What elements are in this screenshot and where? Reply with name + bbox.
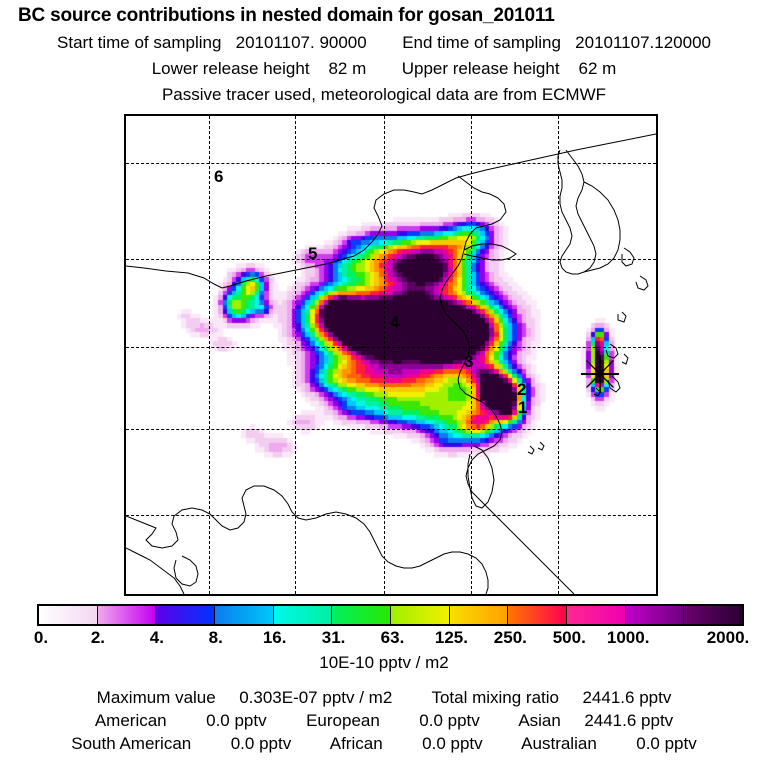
colorbar-band-10: [625, 606, 685, 624]
colorbar-band-5: [332, 606, 392, 624]
upper-release-label: Upper release height: [401, 59, 560, 78]
map-label-2: 2: [517, 380, 527, 399]
colorbar-tick-6: 63.: [380, 628, 405, 647]
gridlines-layer: [126, 116, 656, 594]
colorbar-tick-1: 2.: [90, 628, 105, 647]
colorbar-tick-3: 8.: [208, 628, 223, 647]
lower-release-label: Lower release height: [151, 59, 310, 78]
region-label-south-american: South American: [71, 734, 192, 753]
colorbar-tick-5: 31.: [321, 628, 346, 647]
region-label-african: African: [329, 734, 383, 753]
region-label-australian: Australian: [521, 734, 597, 753]
total-mixing-ratio-value: 2441.6 pptv: [582, 688, 672, 707]
map-label-3: 3: [464, 352, 474, 371]
colorbar-band-1: [97, 606, 157, 624]
gridline-vertical-4: [558, 116, 559, 594]
region-row-2: South American 0.0 pptv African 0.0 pptv…: [0, 734, 768, 754]
gridline-horizontal-2: [126, 347, 656, 348]
total-mixing-ratio-label: Total mixing ratio: [431, 688, 559, 707]
colorbar-band-7: [449, 606, 509, 624]
region-value-african: 0.0 pptv: [422, 734, 483, 753]
end-time-label: End time of sampling: [402, 33, 561, 52]
colorbar-band-6: [391, 606, 450, 624]
gridline-vertical-1: [295, 116, 296, 594]
map-label-1: 1: [518, 398, 528, 417]
sampling-time-row: Start time of sampling 20101107. 90000 E…: [0, 33, 768, 53]
footer-summary-row: Maximum value 0.303E-07 pptv / m2 Total …: [0, 688, 768, 708]
region-value-south-american: 0.0 pptv: [230, 734, 292, 753]
colorbar-band-11: [684, 606, 743, 624]
region-value-australian: 0.0 pptv: [636, 734, 697, 753]
colorbar-band-9: [567, 606, 626, 624]
colorbar-tick-11: 2000.: [706, 628, 750, 647]
end-time-value: 20101107.120000: [575, 33, 711, 52]
colorbar-band-0: [39, 606, 98, 624]
colorbar-band-2: [156, 606, 216, 624]
lower-release-value: 82 m: [328, 59, 367, 78]
colorbar-unit-label: 10E-10 pptv / m2: [319, 653, 449, 672]
gridline-horizontal-1: [126, 259, 656, 260]
map-label-5: 5: [308, 244, 318, 263]
colorbar-tick-7: 125.: [434, 628, 468, 647]
region-value-asian: 2441.6 pptv: [584, 711, 674, 730]
page-title: BC source contributions in nested domain…: [18, 5, 555, 26]
colorbar-tick-8: 250.: [493, 628, 527, 647]
plume-concentration-layer: [126, 116, 656, 594]
region-value-european: 0.0 pptv: [419, 711, 480, 730]
start-time-value: 20101107. 90000: [235, 33, 367, 52]
maximum-value: 0.303E-07 pptv / m2: [239, 688, 393, 707]
release-height-row: Lower release height 82 m Upper release …: [0, 59, 768, 79]
region-value-american: 0.0 pptv: [206, 711, 267, 730]
colorbar-tick-0: 0.: [33, 628, 49, 647]
colorbar-tick-4: 16.: [262, 628, 287, 647]
map-label-4: 4: [390, 313, 400, 332]
colorbar-band-3: [215, 606, 274, 624]
colorbar-tick-10: 1000.: [606, 628, 650, 647]
tracer-note: Passive tracer used, meteorological data…: [161, 85, 607, 104]
colorbar-band-4: [273, 606, 333, 624]
region-row-1: American 0.0 pptv European 0.0 pptv Asia…: [0, 711, 768, 731]
region-label-asian: Asian: [518, 711, 561, 730]
colorbar: [37, 604, 744, 626]
upper-release-value: 62 m: [578, 59, 617, 78]
maximum-value-label: Maximum value: [96, 688, 216, 707]
gridline-vertical-0: [209, 116, 210, 594]
region-label-european: European: [306, 711, 380, 730]
colorbar-tick-2: 4.: [149, 628, 164, 647]
region-label-american: American: [94, 711, 167, 730]
coastline-layer: [126, 133, 656, 594]
colorbar-tick-9: 500.: [552, 628, 586, 647]
map-label-6: 6: [214, 167, 224, 186]
gridline-horizontal-3: [126, 429, 656, 430]
gridline-vertical-2: [384, 116, 385, 594]
colorbar-band-8: [508, 606, 568, 624]
gridline-vertical-3: [471, 116, 472, 594]
gridline-horizontal-0: [126, 163, 656, 164]
colorbar-ticks: 0. 2. 4. 8. 16. 31. 63. 125. 250. 500. 1000. 2000.: [0, 628, 768, 648]
gridline-horizontal-4: [126, 515, 656, 516]
start-time-label: Start time of sampling: [57, 33, 222, 52]
